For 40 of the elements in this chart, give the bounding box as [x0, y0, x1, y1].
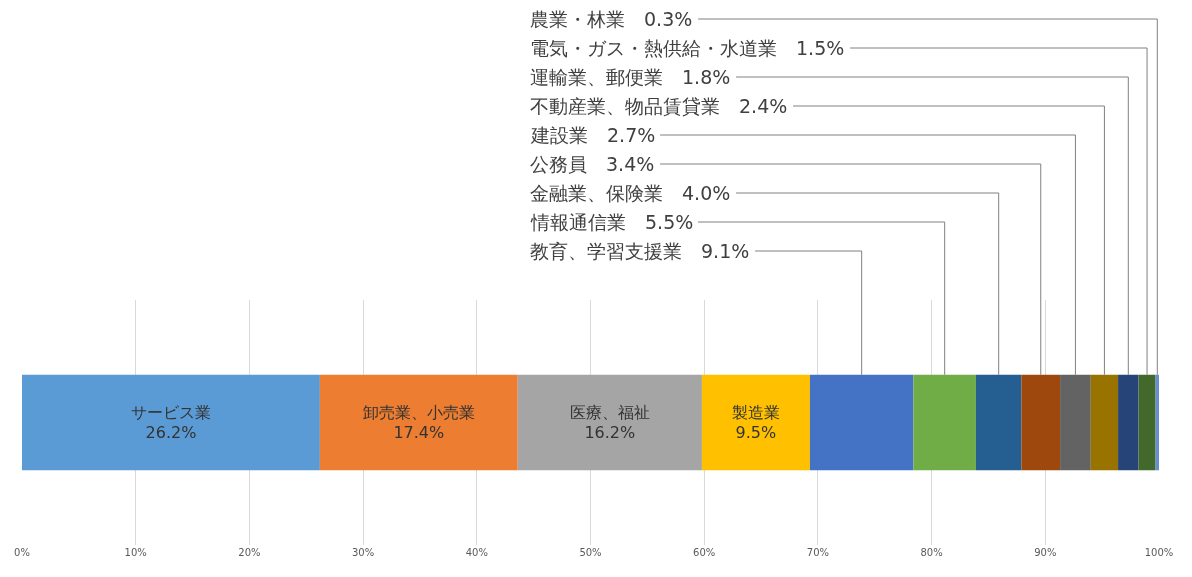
- bar: [319, 374, 518, 471]
- text: 運輸業、郵便業 1.8%: [530, 66, 731, 88]
- text: 建設業 2.7%: [531, 124, 656, 146]
- series-label: サービス業: [130, 402, 211, 422]
- x-tick-label: 80%: [920, 547, 943, 558]
- bar: [701, 374, 810, 471]
- x-tick-label: 40%: [465, 547, 488, 558]
- text: 教育、学習支援業 9.1%: [530, 240, 750, 262]
- series-label: 製造業: [731, 402, 780, 422]
- text: 公務員 3.4%: [530, 153, 655, 175]
- text: 不動産業、物品賃貸業 2.4%: [530, 95, 788, 117]
- data-label: 16.2%: [584, 423, 636, 443]
- text: 電気・ガス・熱供給・水道業 1.5%: [530, 37, 845, 59]
- x-tick-label: 20%: [238, 547, 261, 558]
- x-tick-label: 100%: [1144, 547, 1174, 558]
- bar: [1021, 374, 1061, 471]
- bar: [1060, 374, 1091, 471]
- series-label: 医療、福祉: [569, 402, 650, 422]
- text: 農業・林業 0.3%: [530, 8, 693, 30]
- text: 情報通信業 5.5%: [531, 211, 694, 233]
- bar: [1090, 374, 1119, 471]
- series-label: 卸売業、小売業: [362, 402, 475, 422]
- bar: [22, 374, 320, 471]
- x-tick-label: 90%: [1034, 547, 1057, 558]
- data-label: 9.5%: [735, 423, 777, 443]
- x-tick-label: 30%: [351, 547, 375, 558]
- x-tick-label: 70%: [806, 547, 830, 558]
- x-tick-label: 0%: [14, 547, 30, 558]
- data-label: 26.2%: [145, 423, 197, 443]
- bar: [809, 374, 914, 471]
- x-tick-label: 50%: [579, 547, 602, 558]
- bar: [913, 374, 976, 471]
- data-label: 17.4%: [393, 423, 445, 443]
- bar: [517, 374, 702, 471]
- x-tick-label: 60%: [693, 547, 716, 558]
- text: 金融業、保険業 4.0%: [530, 182, 731, 204]
- bar: [975, 374, 1022, 471]
- bar: [1138, 374, 1156, 471]
- bar: [1118, 374, 1139, 471]
- x-tick-label: 10%: [124, 547, 147, 558]
